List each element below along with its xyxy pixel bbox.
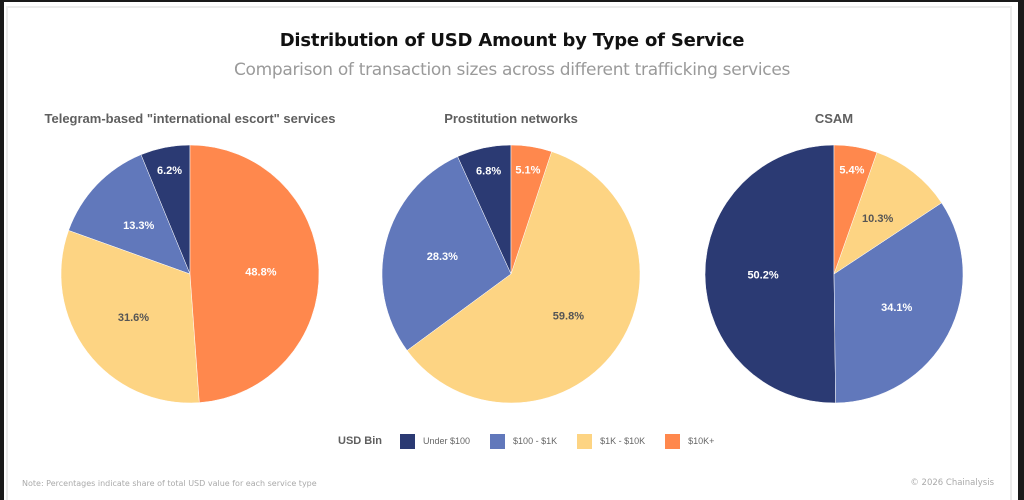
pie-slice-100-1k[interactable] <box>381 156 512 351</box>
legend-item-1k-10k[interactable]: $1K - $10K <box>577 433 646 449</box>
pie-label-100-1k: 13.3% <box>123 220 154 232</box>
legend-label: $1K - $10K <box>600 436 646 446</box>
pie-title-csam: CSAM <box>814 111 854 126</box>
legend-label: $100 - $1K <box>513 436 558 446</box>
pie-prostitution: 6.8% 28.3% 59.8% 5.1% <box>381 144 641 404</box>
pie-label-10k-plus: 5.4% <box>839 165 864 177</box>
pie-label-100-1k: 28.3% <box>427 251 458 263</box>
legend: USD Bin Under $100 $100 - $1K $1K - $10K… <box>338 433 734 449</box>
pie-slice-1k-10k[interactable] <box>60 230 200 404</box>
pie-label-under-100: 6.8% <box>476 166 501 178</box>
pie-label-100-1k: 34.1% <box>881 302 912 314</box>
pie-title-telegram: Telegram-based "international escort" se… <box>44 111 336 126</box>
chart-subtitle: Comparison of transaction sizes across d… <box>233 60 791 80</box>
pie-slice-1k-10k[interactable] <box>406 151 641 404</box>
pie-label-under-100: 6.2% <box>157 165 182 177</box>
legend-title: USD Bin <box>338 435 382 447</box>
legend-swatch <box>665 433 681 449</box>
pie-slice-100-1k[interactable] <box>68 154 191 275</box>
pie-slice-10k-plus[interactable] <box>510 144 552 275</box>
legend-label: $10K+ <box>688 436 715 446</box>
pie-label-1k-10k: 31.6% <box>118 312 149 324</box>
pie-slice-under-100[interactable] <box>704 144 836 404</box>
legend-swatch <box>400 433 415 449</box>
pie-slice-1k-10k[interactable] <box>833 152 942 275</box>
copyright: © 2026 Chainalysis <box>910 478 994 488</box>
pie-label-1k-10k: 10.3% <box>862 213 893 225</box>
footnote: Note: Percentages indicate share of tota… <box>22 479 317 488</box>
pie-slice-10k-plus[interactable] <box>833 144 878 275</box>
pie-label-under-100: 50.2% <box>747 269 778 281</box>
pie-label-1k-10k: 59.8% <box>553 311 584 323</box>
pie-telegram: 6.2% 13.3% 31.6% 48.8% <box>60 144 320 404</box>
legend-label: Under $100 <box>423 436 471 446</box>
pie-label-10k-plus: 48.8% <box>245 266 276 278</box>
legend-item-10k-plus[interactable]: $10K+ <box>665 433 715 449</box>
legend-swatch <box>577 433 593 449</box>
legend-swatch <box>490 433 506 449</box>
pie-slice-10k-plus[interactable] <box>189 144 320 403</box>
chart-title: Distribution of USD Amount by Type of Se… <box>279 30 745 51</box>
chart-border <box>6 6 1012 500</box>
legend-item-under-100[interactable]: Under $100 <box>400 433 471 449</box>
pie-title-prostitution: Prostitution networks <box>444 111 578 126</box>
pie-label-10k-plus: 5.1% <box>515 165 540 177</box>
legend-item-100-1k[interactable]: $100 - $1K <box>490 433 558 449</box>
pie-csam: 50.2% 34.1% 10.3% 5.4% <box>704 144 964 404</box>
